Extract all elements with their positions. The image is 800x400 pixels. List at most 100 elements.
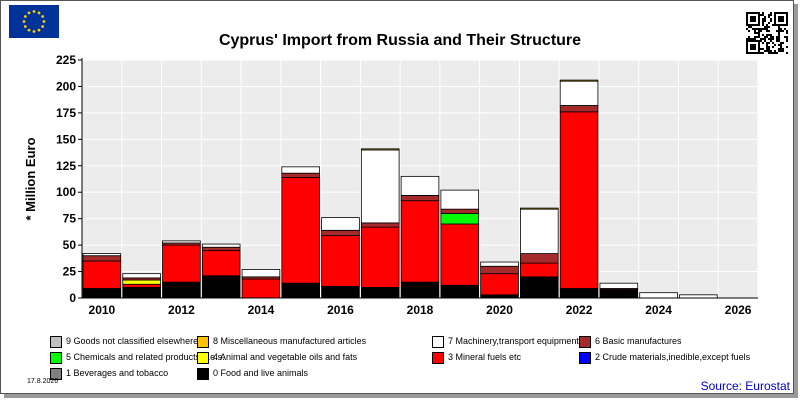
legend-swatch [50, 368, 62, 380]
legend-label: 1 Beverages and tobacco [66, 368, 169, 378]
y-tick-labels: 0 25 50 75 100 125 150 175 200 225 [56, 53, 82, 305]
x-tick-label: 2018 [407, 303, 434, 317]
legend-swatch [197, 368, 209, 380]
legend-swatch [432, 336, 444, 348]
legend-label: 3 Mineral fuels etc [448, 352, 522, 362]
x-tick-label: 2024 [645, 303, 672, 317]
legend-label: 9 Goods not classified elsewhere [66, 336, 199, 346]
legend-label: 2 Crude materials,inedible,except fuels [595, 352, 751, 362]
qr-code-icon [746, 12, 788, 54]
bar-segment [400, 194, 440, 202]
y-tick-label: 150 [56, 132, 76, 146]
bar-segment [360, 287, 400, 299]
legend-swatch [432, 352, 444, 364]
y-tick-label: 100 [56, 185, 76, 199]
bar-segment [360, 148, 400, 151]
bar-segment [520, 253, 559, 264]
legend-label: 4 Animal and vegetable oils and fats [213, 352, 358, 362]
bar-segment [321, 229, 360, 236]
bar-segment [360, 149, 400, 224]
legend-swatch [579, 352, 591, 364]
bar-segment [440, 189, 480, 210]
bar-segment [201, 246, 241, 251]
bar-segment [122, 273, 161, 279]
bar-segment [162, 281, 201, 299]
x-tick-labels: 2010 2012 2014 2016 2018 2020 2022 2024 2026 [89, 303, 752, 317]
bar-segment [599, 282, 639, 289]
bar-segment [281, 172, 320, 178]
bar-segment [201, 243, 241, 248]
source-label: Source: Eurostat [700, 379, 790, 393]
bar-segment [559, 288, 599, 299]
bar-segment [82, 253, 122, 257]
legend-swatch [197, 336, 209, 348]
bar-segment [122, 287, 161, 299]
bar-segment [281, 177, 320, 284]
bar-segment [599, 289, 639, 299]
bar-segment [520, 262, 559, 278]
bar-segment [440, 223, 480, 286]
bar-segment [321, 235, 360, 287]
bar-segment [440, 212, 480, 225]
bar-segment [520, 208, 559, 254]
bar-segment [241, 278, 281, 299]
legend-swatch [579, 336, 591, 348]
bar-segment [360, 222, 400, 228]
bar-segment [520, 207, 559, 210]
bar-segment [162, 244, 201, 283]
bar-segment [321, 285, 360, 299]
bar-segment [122, 283, 161, 288]
bar-segment [440, 208, 480, 214]
y-tick-label: 125 [56, 159, 76, 173]
x-tick-label: 2012 [168, 303, 195, 317]
bar-segment [639, 292, 678, 299]
bar-segment [559, 105, 599, 113]
y-tick-label: 50 [63, 238, 77, 252]
legend-swatch [197, 352, 209, 364]
y-tick-label: 75 [63, 212, 77, 226]
legend-label: 7 Machinery,transport equipment [448, 336, 579, 346]
bar-segment [400, 175, 440, 196]
bar-segment [559, 79, 599, 82]
bar-segment [82, 288, 122, 299]
legend-label: 8 Miscellaneous manufactured articles [213, 336, 367, 346]
bar-segment [400, 200, 440, 283]
x-tick-label: 2022 [566, 303, 593, 317]
y-tick-label: 25 [63, 265, 77, 279]
bar-segment [321, 217, 360, 231]
bar-segment [559, 80, 599, 106]
bar-segment [281, 166, 320, 174]
eu-flag-icon [9, 5, 59, 38]
bar-segment [281, 282, 320, 299]
axes [81, 58, 758, 299]
bar-segment [122, 279, 161, 285]
x-tick-label: 2010 [89, 303, 116, 317]
bar-segment [440, 284, 480, 299]
bar-segment [162, 240, 201, 244]
bar-segment [400, 281, 440, 299]
bar-segment [559, 111, 599, 289]
bar-segment [520, 276, 559, 299]
legend-label: 5 Chemicals and related products,n.e.s. [66, 352, 225, 362]
x-tick-label: 2026 [725, 303, 752, 317]
legend-swatch [50, 336, 62, 348]
bar-segment [82, 255, 122, 262]
bar-segment [241, 269, 281, 278]
bar-segment [480, 273, 519, 296]
bar-segment [82, 260, 122, 289]
x-tick-label: 2016 [327, 303, 354, 317]
chart-title: Cyprus' Import from Russia and Their Str… [218, 32, 582, 49]
y-tick-label: 0 [69, 291, 76, 305]
bar-segment [480, 265, 519, 275]
y-axis-label: * Million Euro [23, 137, 38, 220]
bar-segment [360, 226, 400, 288]
legend-label: 6 Basic manufactures [595, 336, 682, 346]
legend-swatch [50, 352, 62, 364]
bar-segment [201, 249, 241, 277]
legend-label: 0 Food and live animals [213, 368, 309, 378]
bar-segment [201, 275, 241, 299]
x-tick-label: 2020 [486, 303, 513, 317]
date-stamp: 17.8.2026 [27, 378, 59, 385]
x-tick-label: 2014 [248, 303, 275, 317]
